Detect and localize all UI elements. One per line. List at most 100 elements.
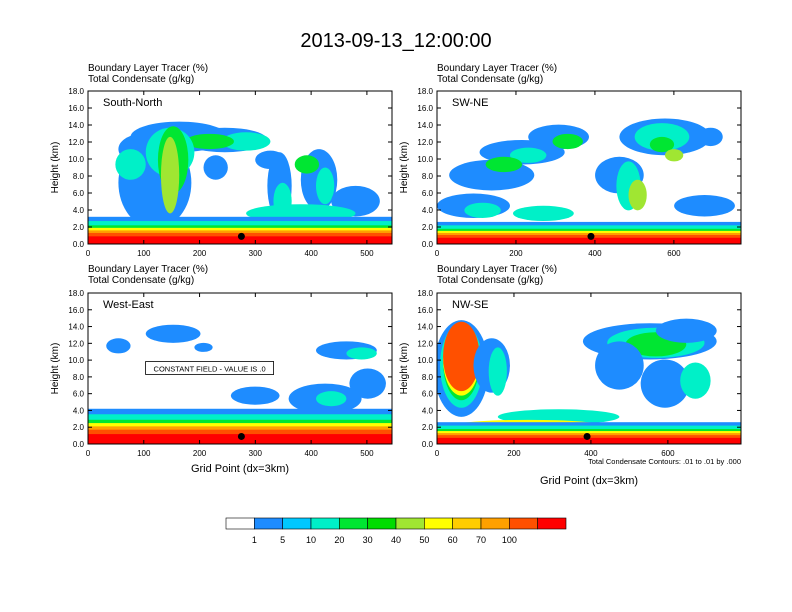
x-tick-label: 400 [584, 449, 598, 458]
shaded-field-label: Boundary Layer Tracer (%) [88, 63, 209, 74]
panel-name: South-North [103, 97, 162, 109]
tracer-plume [513, 205, 574, 222]
figure-title: 2013-09-13_12:00:00 [300, 30, 492, 52]
x-axis-label: Grid Point (dx=3km) [540, 475, 638, 487]
y-tick-label: 18.0 [68, 87, 84, 96]
x-tick-label: 500 [360, 449, 374, 458]
contour-field-label: Total Condensate (g/kg) [88, 275, 195, 286]
tracer-plume [194, 342, 213, 352]
y-tick-label: 8.0 [422, 373, 434, 382]
tracer-plume [145, 324, 201, 343]
colorbar-swatch [282, 517, 312, 530]
contour-note: Total Condensate Contours: .01 to .01 by… [588, 457, 741, 466]
y-tick-label: 10.0 [417, 356, 433, 365]
colorbar-swatch [537, 517, 567, 530]
annotation-text: CONSTANT FIELD - VALUE IS .0 [154, 365, 266, 374]
x-tick-label: 300 [249, 449, 263, 458]
panel-name: NW-SE [452, 299, 488, 311]
x-axis-label: Grid Point (dx=3km) [191, 463, 289, 475]
y-axis-label: Height (km) [50, 142, 61, 194]
tracer-plume [680, 362, 711, 399]
panel-3-field-label: Boundary Layer Tracer (%) Total Condensa… [88, 264, 208, 286]
y-tick-label: 4.0 [73, 206, 85, 215]
x-tick-label: 0 [86, 449, 91, 458]
panel-1: South-North 0.0 2.0 4.0 6.0 8.0 10.0 12.0 14.0 16… [50, 87, 393, 258]
tracer-plume [203, 155, 228, 180]
x-tick-label: 200 [193, 449, 207, 458]
y-tick-label: 0.0 [73, 440, 85, 449]
y-tick-label: 14.0 [417, 323, 433, 332]
tracer-plume [443, 321, 480, 392]
colorbar-swatch [339, 517, 368, 530]
y-tick-label: 14.0 [417, 121, 433, 130]
y-tick-label: 14.0 [68, 323, 84, 332]
y-tick-label: 6.0 [422, 390, 434, 399]
colorbar-label: 40 [391, 535, 401, 545]
tracer-plume [346, 347, 377, 360]
y-tick-label: 2.0 [422, 423, 434, 432]
y-tick-label: 8.0 [73, 172, 85, 181]
colorbar-swatch [480, 517, 510, 530]
tracer-plume [106, 338, 131, 354]
panel-1-field-label: Boundary Layer Tracer (%) Total Condensa… [88, 63, 208, 85]
colorbar-swatch [395, 517, 425, 530]
colorbar-swatch [254, 517, 283, 530]
colorbar-swatch [310, 517, 340, 530]
tracer-plume [349, 368, 386, 399]
x-tick-label: 0 [86, 249, 91, 258]
y-tick-label: 18.0 [417, 289, 433, 298]
location-marker [587, 232, 595, 240]
location-marker [583, 432, 591, 440]
tracer-plume [485, 156, 523, 173]
colorbar-label: 70 [476, 535, 486, 545]
y-tick-label: 6.0 [422, 189, 434, 198]
plot-frame [87, 90, 393, 245]
colorbar-swatch [509, 517, 538, 530]
y-tick-label: 6.0 [73, 390, 85, 399]
colorbar-swatch [367, 517, 397, 530]
shaded-field [437, 293, 741, 444]
x-tick-label: 100 [137, 449, 151, 458]
y-tick-label: 16.0 [417, 104, 433, 113]
y-tick-label: 12.0 [68, 138, 84, 147]
y-tick-label: 12.0 [417, 339, 433, 348]
panel-name: SW-NE [452, 97, 488, 109]
shaded-field [88, 91, 392, 244]
tracer-plume [698, 127, 723, 147]
y-tick-label: 0.0 [73, 240, 85, 249]
x-tick-label: 100 [137, 249, 151, 258]
panel-4: NW-SE 0.0 2.0 4.0 6.0 8.0 10.0 12.0 14.0 16.0 18.0… [399, 289, 742, 458]
x-tick-label: 400 [304, 249, 318, 258]
plot-frame [87, 292, 393, 445]
x-tick-label: 0 [435, 249, 440, 258]
panel-3: West-East 0.0 2.0 4.0 6.0 8.0 10.0 12.0 14.0 16.0… [50, 289, 393, 458]
y-axis-label: Height (km) [399, 343, 410, 395]
shaded-field-label: Boundary Layer Tracer (%) [437, 264, 558, 275]
y-tick-label: 10.0 [417, 155, 433, 164]
plot-frame [436, 90, 742, 245]
colorbar-label: 5 [280, 535, 285, 545]
tracer-plume [640, 359, 690, 408]
tracer-plume [649, 136, 675, 153]
colorbar-label: 50 [419, 535, 429, 545]
tracer-plume [665, 149, 684, 162]
tracer-plume [185, 133, 234, 150]
tracer-plume [655, 318, 717, 343]
colorbar: 1 5 10 20 30 40 50 60 70 100 [225, 517, 567, 545]
y-tick-label: 4.0 [73, 406, 85, 415]
boundary-layer-band [88, 236, 392, 244]
x-tick-label: 300 [249, 249, 263, 258]
location-marker [237, 432, 245, 440]
x-tick-label: 200 [507, 449, 521, 458]
tracer-plume [488, 347, 507, 396]
colorbar-label: 1 [252, 535, 257, 545]
colorbar-label: 20 [334, 535, 344, 545]
y-tick-label: 12.0 [417, 138, 433, 147]
shaded-field [437, 91, 741, 244]
y-tick-label: 2.0 [422, 223, 434, 232]
x-tick-label: 500 [360, 249, 374, 258]
y-tick-label: 10.0 [68, 155, 84, 164]
x-tick-label: 400 [588, 249, 602, 258]
tracer-plume [464, 202, 501, 218]
